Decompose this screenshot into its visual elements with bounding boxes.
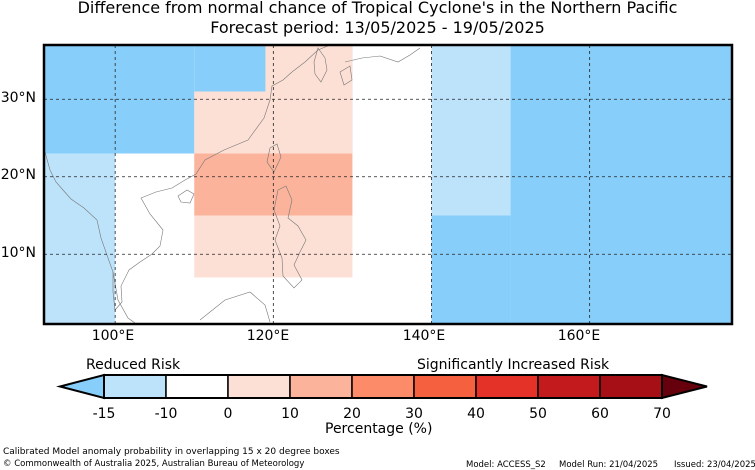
lon-label-100e: 100°E bbox=[91, 328, 135, 344]
colorbar-tick-label: 20 bbox=[343, 406, 361, 422]
colorbar-tick-label: 30 bbox=[405, 406, 423, 422]
colorbar-tick-label: -15 bbox=[92, 406, 116, 422]
colorbar-over-arrow bbox=[661, 373, 708, 400]
islands-philippines bbox=[273, 185, 307, 289]
colorbar-tick-label: 10 bbox=[281, 406, 299, 422]
colorbar-segment-8 bbox=[599, 374, 663, 399]
island-borneo bbox=[199, 291, 271, 323]
colorbar-under-arrow bbox=[56, 373, 105, 400]
colorbar-tick-label: 60 bbox=[591, 406, 609, 422]
colorbar-segment-2 bbox=[227, 374, 291, 399]
colorbar-tick-label: 40 bbox=[467, 406, 485, 422]
lat-label-20n: 20°N bbox=[0, 167, 36, 183]
lat-label-10n: 10°N bbox=[0, 245, 36, 261]
colorbar-label-increased: Significantly Increased Risk bbox=[417, 357, 610, 373]
colorbar-tick-label: 70 bbox=[653, 406, 671, 422]
coastline-asia bbox=[44, 44, 331, 311]
colorbar-tick-label: -10 bbox=[154, 406, 178, 422]
chart-title: Difference from normal chance of Tropica… bbox=[77, 0, 678, 17]
colorbar-segment-6 bbox=[475, 374, 539, 399]
anomaly-cell-6 bbox=[265, 45, 353, 92]
islands-japan bbox=[344, 47, 421, 63]
map-frame bbox=[42, 43, 734, 326]
footer-model: Model: ACCESS_S2 bbox=[466, 460, 546, 470]
island-hainan bbox=[177, 189, 195, 204]
colorbar-tick-label: 0 bbox=[223, 406, 233, 422]
footer-description: Calibrated Model anomaly probability in … bbox=[3, 447, 340, 457]
footer-model-run: Model Run: 21/04/2025 bbox=[559, 460, 659, 470]
colorbar-tick-label: 50 bbox=[529, 406, 547, 422]
colorbar-segment-1 bbox=[165, 374, 229, 399]
colorbar-segment-4 bbox=[351, 374, 415, 399]
colorbar-segment-0 bbox=[103, 374, 167, 399]
island-taiwan bbox=[266, 143, 282, 173]
lon-label-120e: 120°E bbox=[246, 328, 290, 344]
lat-label-30n: 30°N bbox=[0, 90, 36, 106]
peninsula-korea bbox=[313, 47, 328, 83]
anomaly-cell-9 bbox=[510, 45, 732, 324]
colorbar-axis-label: Percentage (%) bbox=[325, 421, 433, 437]
colorbar-segment-3 bbox=[289, 374, 353, 399]
footer-copyright: © Commonwealth of Australia 2025, Austra… bbox=[3, 459, 305, 469]
island-kyushu bbox=[339, 65, 353, 86]
colorbar-segment-5 bbox=[413, 374, 477, 399]
anomaly-cell-8 bbox=[431, 215, 511, 324]
lon-label-160e: 160°E bbox=[557, 328, 601, 344]
footer-issued: Issued: 23/04/2025 bbox=[674, 460, 755, 470]
colorbar-frame bbox=[103, 374, 663, 399]
colorbar-segment-7 bbox=[537, 374, 601, 399]
colorbar-label-reduced: Reduced Risk bbox=[86, 357, 181, 373]
anomaly-cell-7 bbox=[431, 45, 511, 216]
lon-label-140e: 140°E bbox=[402, 328, 446, 344]
forecast-period: Forecast period: 13/05/2025 - 19/05/2025 bbox=[210, 18, 545, 37]
